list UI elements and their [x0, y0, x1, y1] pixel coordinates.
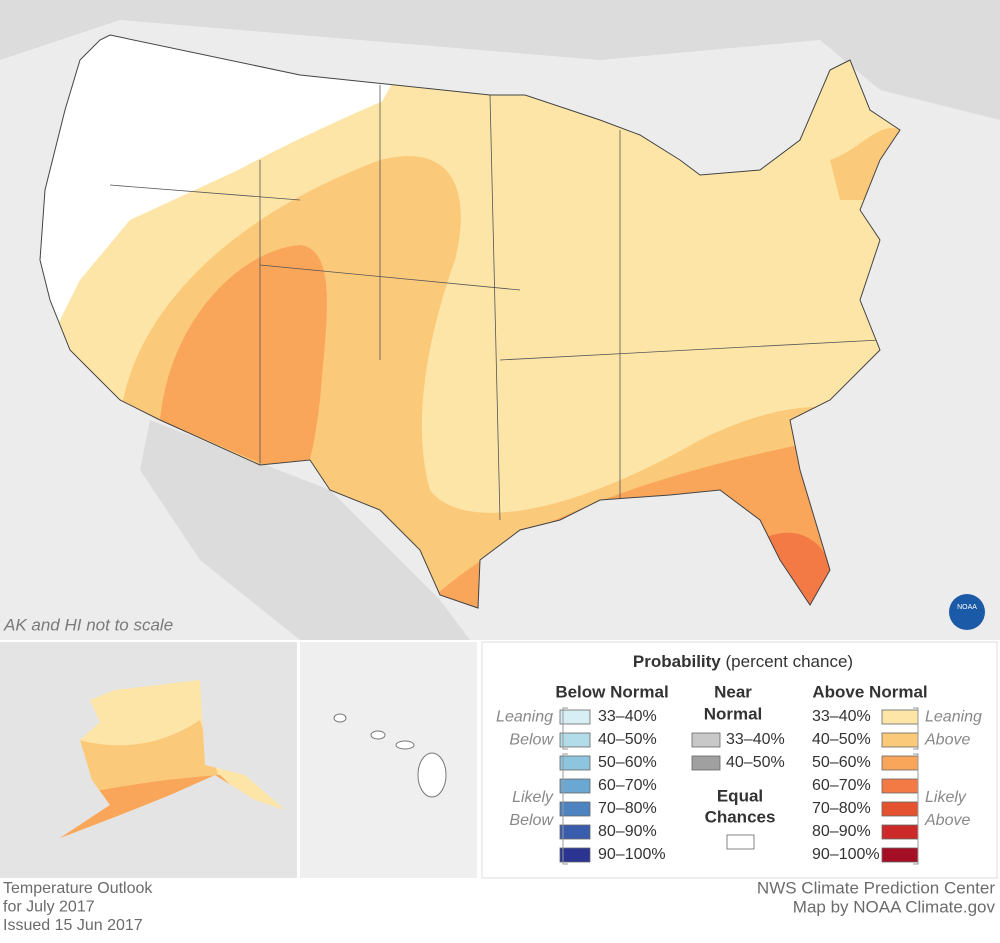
footer-right: Map by NOAA Climate.gov: [793, 897, 996, 916]
legend-label: 40–50%: [598, 731, 657, 748]
legend-swatch: [881, 847, 919, 863]
legend-label: 70–80%: [598, 800, 657, 817]
legend-heading: Chances: [705, 807, 776, 826]
mexico: [140, 420, 470, 640]
legend-bracket: [913, 707, 919, 750]
legend-group-label: Below: [509, 732, 554, 749]
legend-label: 80–90%: [598, 823, 657, 840]
legend-title: Probability (percent chance): [633, 652, 853, 671]
legend-label: 33–40%: [812, 708, 871, 725]
legend-label: 80–90%: [812, 823, 871, 840]
legend-bracket: [562, 707, 568, 750]
legend-title-main: Probability: [633, 652, 721, 671]
legend-swatch: [881, 824, 919, 840]
hawaii: [333, 713, 447, 798]
footer-left: Temperature Outlook: [3, 880, 153, 897]
legend-group-label: Leaning: [925, 709, 982, 726]
island: [370, 730, 386, 740]
legend-swatch: [691, 755, 721, 771]
legend-heading: Equal: [717, 786, 763, 805]
legend-heading: Below Normal: [555, 682, 668, 701]
island: [395, 740, 415, 750]
legend-heading: Normal: [704, 704, 763, 723]
legend-swatch: [559, 847, 591, 863]
legend-swatch: [559, 824, 591, 840]
legend-label: 40–50%: [812, 731, 871, 748]
legend-swatch: [881, 732, 919, 748]
region-equal-chances: [40, 35, 440, 360]
legend-label: 33–40%: [726, 731, 785, 748]
legend-swatch: [881, 778, 919, 794]
legend-swatch: [691, 732, 721, 748]
scale-note: AK and HI not to scale: [3, 615, 173, 634]
state-line: [259, 264, 521, 291]
legend-swatch: [881, 755, 919, 771]
state-line: [499, 339, 881, 361]
footer-left: Issued 15 Jun 2017: [3, 917, 143, 934]
legend-label: 40–50%: [726, 754, 785, 771]
legend-group-label: Above: [924, 732, 970, 749]
legend-label: 50–60%: [812, 754, 871, 771]
footer-right: NWS Climate Prediction Center: [757, 878, 995, 897]
island: [417, 752, 447, 798]
noaa-logo-text: NOAA: [957, 604, 977, 611]
legend-group-label: Likely: [512, 789, 554, 806]
legend-label: 70–80%: [812, 800, 871, 817]
legend-swatch: [559, 732, 591, 748]
island: [333, 713, 347, 723]
legend-label: 60–70%: [598, 777, 657, 794]
hawaii-inset: [300, 642, 477, 878]
region-likely-above: [160, 245, 327, 480]
legend-swatch: [726, 834, 755, 850]
legend-swatch: [559, 778, 591, 794]
noaa-logo: [949, 594, 985, 630]
legend-swatch: [559, 709, 591, 725]
legend-group-label: Below: [509, 812, 554, 829]
legend-swatch: [881, 801, 919, 817]
legend-label: 60–70%: [812, 777, 871, 794]
legend-swatch: [881, 709, 919, 725]
legend-label: 90–100%: [598, 846, 666, 863]
footer-left: for July 2017: [3, 899, 95, 916]
legend-subtitle: (percent chance): [726, 652, 854, 671]
legend-swatch: [559, 801, 591, 817]
legend-swatch: [559, 755, 591, 771]
legend-bracket: [913, 753, 919, 865]
legend-label: 50–60%: [598, 754, 657, 771]
us-outline: [39, 34, 901, 609]
legend-label: 90–100%: [812, 846, 880, 863]
canada: [0, 0, 1000, 120]
legend-bracket: [562, 753, 568, 865]
state-line: [109, 184, 301, 201]
legend-group-label: Above: [924, 812, 970, 829]
legend-group-label: Likely: [925, 789, 967, 806]
legend-heading: Above Normal: [812, 682, 927, 701]
legend-label: 33–40%: [598, 708, 657, 725]
legend-group-label: Leaning: [496, 709, 553, 726]
legend-heading: Near: [714, 682, 752, 701]
state-line: [489, 94, 501, 521]
